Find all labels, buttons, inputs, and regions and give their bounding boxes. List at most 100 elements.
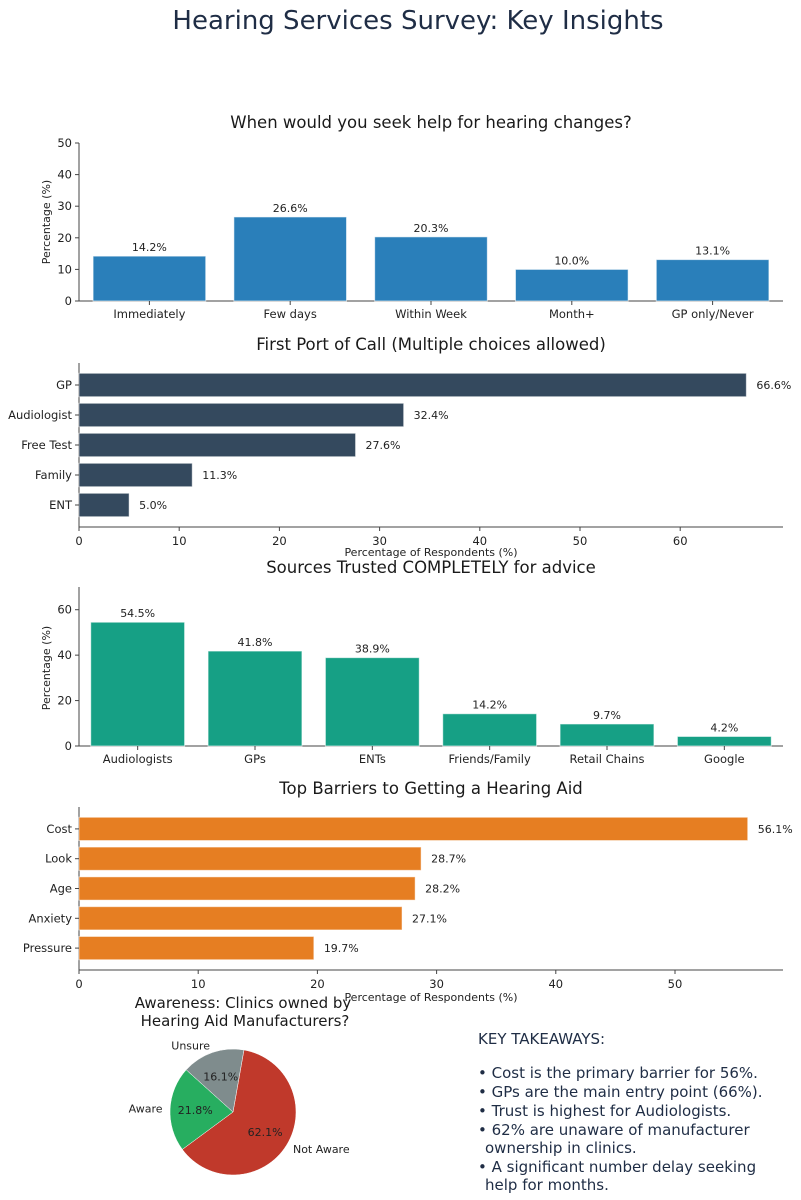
x-tick-label: 10 [191, 977, 206, 991]
seek-help-y-axis-label: Percentage (%) [40, 180, 53, 264]
bar-cost [78, 816, 749, 842]
data-label-within-week: 20.3% [414, 222, 449, 235]
data-label-anxiety: 27.1% [412, 912, 447, 925]
pie-percent-aware: 21.8% [178, 1104, 213, 1117]
y-tick-label: 40 [57, 168, 72, 182]
x-tick-label: 60 [673, 534, 688, 548]
bar-google [676, 735, 772, 747]
y-tick-label-look: Look [45, 852, 72, 866]
barriers-chart: Top Barriers to Getting a Hearing Aid Pe… [23, 779, 793, 1004]
bar-gp [78, 372, 747, 398]
y-tick-label: 50 [57, 136, 72, 150]
bar-anxiety [78, 906, 403, 931]
bar-retail-chains [559, 723, 655, 747]
key-takeaways-panel: KEY TAKEAWAYS: • Cost is the primary bar… [478, 1030, 763, 1194]
data-label-free-test: 27.6% [366, 439, 401, 452]
bar-age [78, 876, 416, 901]
bar-gp-only-never [655, 259, 770, 302]
y-tick-label: 30 [57, 199, 72, 213]
y-tick-label: 60 [57, 603, 72, 617]
y-tick-label-family: Family [35, 468, 72, 482]
data-label-audiologist: 32.4% [414, 409, 449, 422]
data-label-look: 28.7% [431, 853, 466, 866]
bar-look [78, 846, 422, 871]
x-tick-label: 10 [172, 534, 187, 548]
data-label-few-days: 26.6% [273, 202, 308, 215]
takeaway-line: • Cost is the primary barrier for 56%. [478, 1064, 758, 1082]
x-tick-label: 20 [310, 977, 325, 991]
x-tick-label: 30 [372, 534, 387, 548]
x-tick-label-ents: ENTs [359, 752, 386, 766]
y-tick-label-audiologist: Audiologist [8, 408, 72, 422]
bar-free-test [78, 432, 357, 458]
x-tick-label: 50 [668, 977, 683, 991]
bar-gps [207, 650, 303, 747]
bar-friends-family [442, 713, 538, 747]
x-tick-label-audiologists: Audiologists [103, 752, 173, 766]
x-tick-label-gp-only-never: GP only/Never [672, 307, 754, 321]
y-tick-label: 20 [57, 231, 72, 245]
pie-slice-aware [169, 1069, 234, 1150]
awareness-title-line-2: Hearing Aid Manufacturers? [141, 1012, 350, 1030]
pie-percent-unsure: 16.1% [203, 1070, 238, 1083]
y-tick-label-gp: GP [56, 378, 72, 392]
y-tick-label: 20 [57, 694, 72, 708]
data-label-month: 10.0% [554, 254, 589, 267]
trusted-sources-y-axis-label: Percentage (%) [40, 626, 53, 710]
page-title: Hearing Services Survey: Key Insights [172, 6, 663, 36]
x-tick-label: 0 [75, 534, 82, 548]
takeaway-line: help for months. [485, 1176, 609, 1194]
bar-within-week [374, 236, 488, 302]
x-tick-label-friends-family: Friends/Family [449, 752, 531, 766]
barriers-x-axis-label: Percentage of Respondents (%) [344, 991, 517, 1004]
bar-family [78, 462, 193, 488]
pie-label-aware: Aware [129, 1103, 163, 1116]
bar-pressure [78, 935, 315, 961]
awareness-title-line-1: Awareness: Clinics owned by [135, 994, 352, 1012]
pie-label-unsure: Unsure [171, 1039, 210, 1052]
first-port-x-axis-label: Percentage of Respondents (%) [344, 546, 517, 559]
trusted-sources-chart: Sources Trusted COMPLETELY for advice Pe… [40, 558, 783, 766]
y-tick-label-free-test: Free Test [21, 438, 72, 452]
y-tick-label-pressure: Pressure [23, 941, 72, 955]
data-label-audiologists: 54.5% [120, 607, 155, 620]
data-label-gp: 66.6% [756, 379, 791, 392]
takeaway-line: • A significant number delay seeking [478, 1158, 756, 1176]
takeaway-line: • Trust is highest for Audiologists. [478, 1102, 731, 1120]
y-tick-label-anxiety: Anxiety [28, 911, 72, 925]
x-tick-label: 30 [429, 977, 444, 991]
data-label-family: 11.3% [202, 469, 237, 482]
x-tick-label-google: Google [704, 752, 745, 766]
first-port-chart: First Port of Call (Multiple choices all… [8, 335, 791, 559]
data-label-gp-only-never: 13.1% [695, 245, 730, 258]
y-tick-label-cost: Cost [46, 822, 72, 836]
data-label-immediately: 14.2% [132, 241, 167, 254]
y-tick-label: 10 [57, 262, 72, 276]
awareness-pie-chart: Awareness: Clinics owned by Hearing Aid … [129, 994, 352, 1176]
data-label-cost: 56.1% [758, 823, 793, 836]
y-tick-label-age: Age [50, 882, 72, 896]
data-label-google: 4.2% [710, 721, 738, 734]
data-label-retail-chains: 9.7% [593, 709, 621, 722]
x-tick-label: 0 [75, 977, 82, 991]
x-tick-label-gps: GPs [244, 752, 266, 766]
x-tick-label: 50 [573, 534, 588, 548]
data-label-pressure: 19.7% [324, 942, 359, 955]
x-tick-label: 40 [548, 977, 563, 991]
bar-audiologist [78, 402, 405, 428]
bar-few-days [233, 216, 348, 302]
bar-immediately [92, 255, 207, 302]
y-tick-label: 0 [65, 739, 72, 753]
bar-month [514, 268, 629, 302]
bar-ents [324, 657, 420, 747]
pie-slice-unsure [185, 1048, 245, 1113]
bar-audiologists [90, 621, 186, 747]
takeaway-line: • GPs are the main entry point (66%). [478, 1083, 763, 1101]
trusted-sources-chart-title: Sources Trusted COMPLETELY for advice [266, 558, 596, 577]
y-tick-label: 0 [65, 294, 72, 308]
takeaway-line: • 62% are unaware of manufacturer [478, 1121, 750, 1139]
pie-slice-not-aware [181, 1049, 297, 1176]
pie-label-not-aware: Not Aware [293, 1143, 350, 1156]
data-label-ent: 5.0% [139, 499, 167, 512]
takeaways-heading: KEY TAKEAWAYS: [478, 1030, 605, 1048]
